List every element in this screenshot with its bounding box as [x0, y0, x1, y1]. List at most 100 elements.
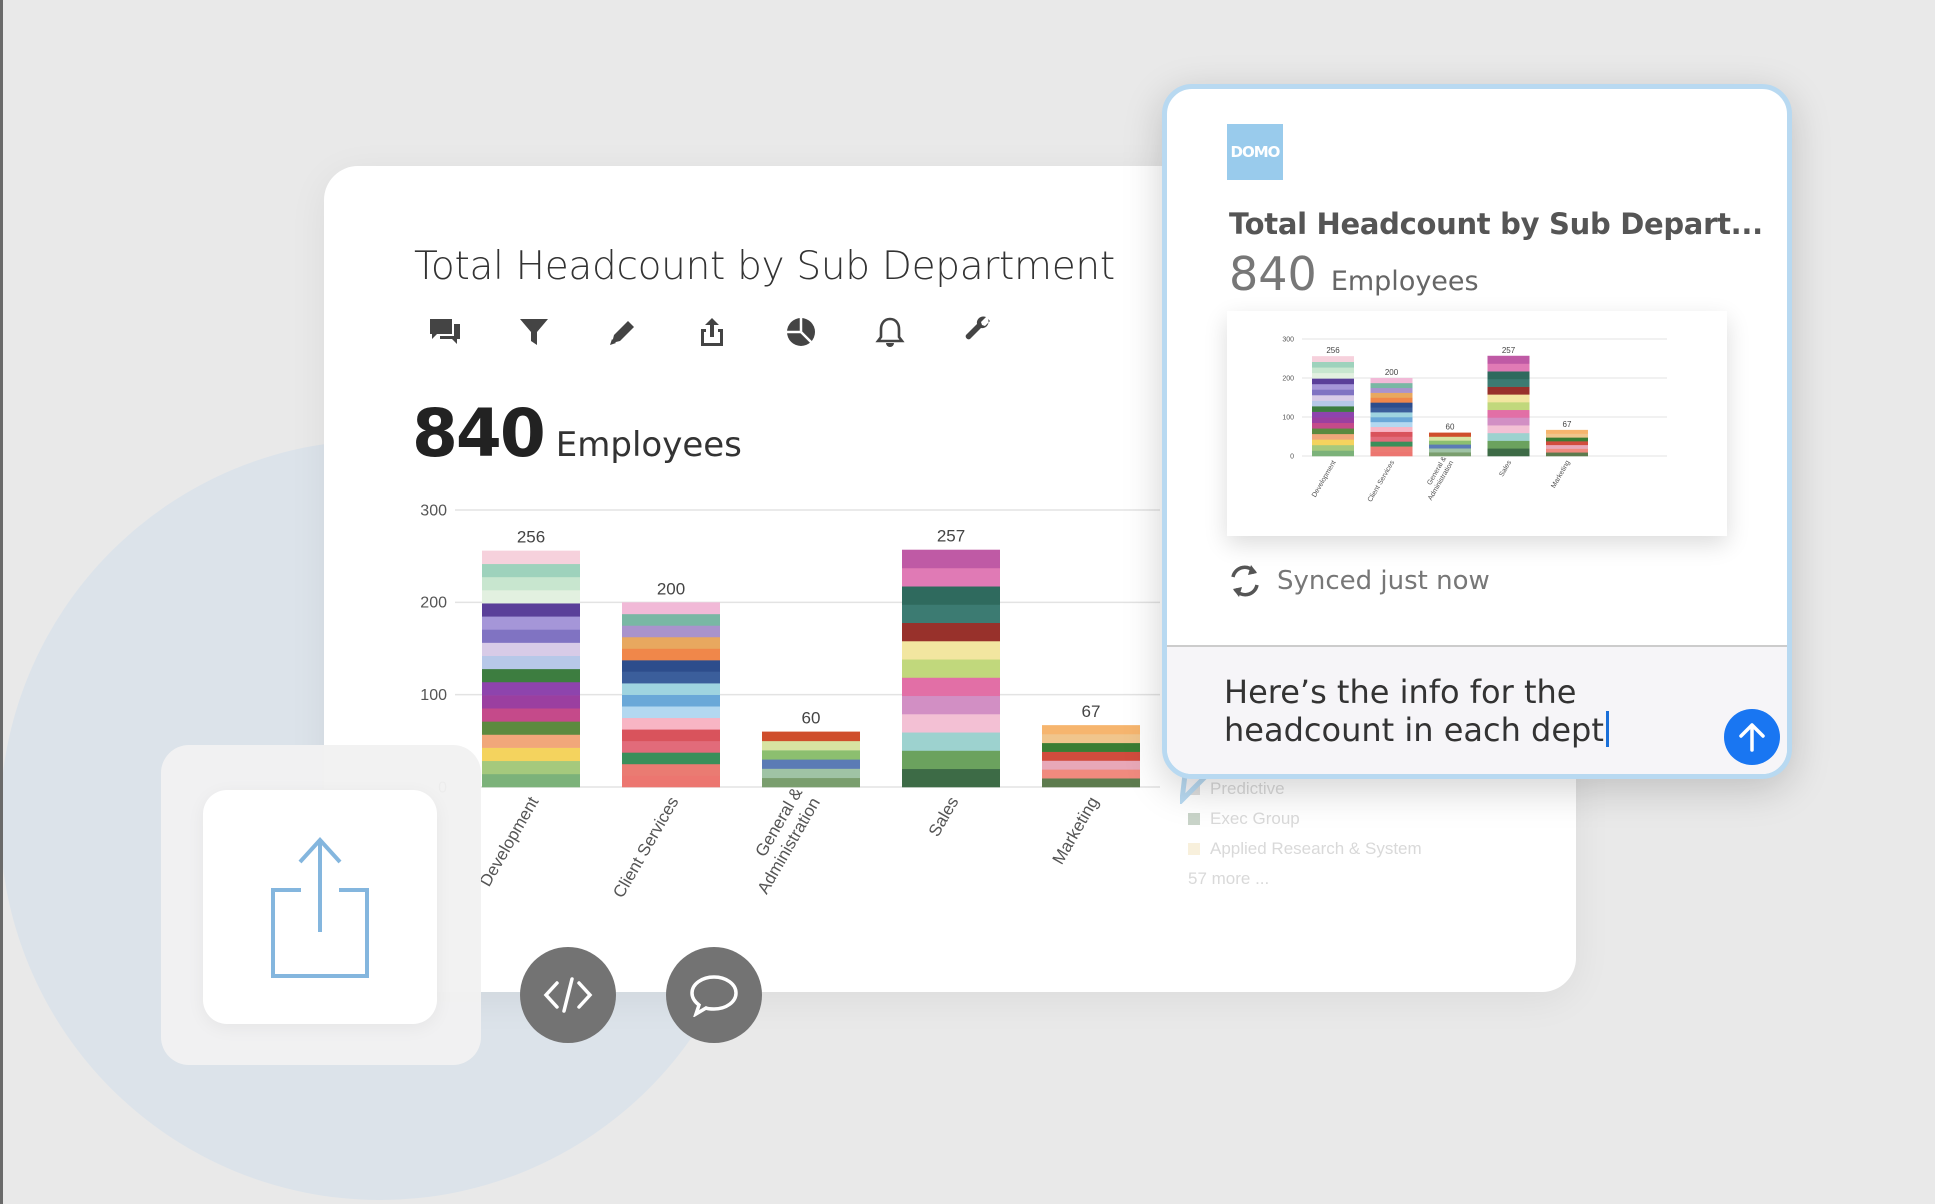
bar-segment [1312, 450, 1354, 457]
comment-icon[interactable] [426, 313, 464, 351]
bar-segment [482, 695, 580, 709]
x-tick-label: Development [1311, 459, 1338, 498]
x-tick-label: General &Administration [1420, 455, 1456, 501]
bar-value-label: 67 [1082, 702, 1101, 721]
bar-segment [1487, 355, 1530, 364]
bar-segment [1370, 446, 1413, 452]
bar-segment [1546, 444, 1588, 449]
bar-segment [1429, 432, 1471, 437]
share-large-icon [271, 837, 369, 978]
legend-item[interactable]: Applied Research & System [1188, 834, 1422, 864]
legend-label: Exec Group [1210, 809, 1300, 828]
bar-segment [482, 708, 580, 722]
bar-segment [482, 760, 580, 775]
x-tick-label: Marketing [1550, 459, 1571, 489]
bar-segment [1312, 400, 1354, 407]
bar-segment [482, 681, 580, 696]
bar-segment [1370, 431, 1413, 437]
bar-segment [1546, 437, 1588, 442]
share-tile[interactable] [203, 790, 437, 1024]
y-tick-label: 200 [420, 595, 447, 612]
bar-segment [1546, 452, 1588, 457]
legend-more-label: 57 more ... [1188, 869, 1270, 888]
bar-segment [902, 750, 1000, 770]
code-icon [543, 977, 593, 1013]
bar-segment [762, 759, 860, 769]
bar-segment [1312, 356, 1354, 363]
bar-segment [1487, 432, 1530, 441]
pie-chart-icon[interactable] [782, 313, 820, 351]
x-tick-label: Client Services [1367, 459, 1397, 503]
headcount-label: Employees [555, 425, 742, 465]
message-input[interactable]: Here’s the info for the headcount in eac… [1224, 673, 1694, 749]
filter-icon[interactable] [515, 313, 553, 351]
bar-segment [622, 694, 720, 707]
bar-segment [1312, 433, 1354, 440]
bar-value-label: 67 [1563, 420, 1572, 429]
bar-segment [1546, 429, 1588, 434]
chat-headcount-value: 840 [1229, 247, 1317, 301]
bar-segment [1312, 411, 1354, 418]
bar-segment [902, 640, 1000, 660]
legend-item[interactable]: Exec Group [1188, 804, 1422, 834]
bar-segment [762, 740, 860, 751]
bar-segment [1370, 421, 1413, 428]
bar-value-label: 60 [1446, 423, 1455, 432]
y-tick-label: 100 [1282, 414, 1294, 421]
bar-segment [1312, 439, 1354, 446]
bar-segment [622, 706, 720, 719]
arrow-up-icon [1739, 723, 1765, 752]
bar-segment [482, 668, 580, 683]
bar-segment [482, 642, 580, 656]
embed-code-button[interactable] [520, 947, 616, 1043]
sync-status-label: Synced just now [1277, 566, 1490, 596]
bell-icon[interactable] [871, 313, 909, 351]
bar-value-label: 200 [1385, 368, 1399, 377]
y-tick-label: 0 [1290, 453, 1294, 460]
wrench-icon[interactable] [960, 313, 998, 351]
bar-segment [1312, 367, 1354, 374]
share-icon[interactable] [693, 313, 731, 351]
message-composer[interactable]: Here’s the info for the headcount in eac… [1167, 645, 1787, 774]
bar-segment [1370, 426, 1413, 432]
bar-segment [1370, 441, 1413, 447]
bar-segment [902, 768, 1000, 788]
bar-segment [902, 695, 1000, 715]
bar-segment [1370, 397, 1413, 403]
bar-segment [622, 752, 720, 765]
bar-segment [902, 604, 1000, 624]
chat-button[interactable] [666, 947, 762, 1043]
bar-segment [1312, 444, 1354, 451]
bar-segment [1370, 412, 1413, 418]
bar-segment [1370, 387, 1413, 393]
bar-segment [1312, 417, 1354, 424]
bar-segment [482, 773, 580, 788]
pencil-icon[interactable] [604, 313, 642, 351]
chart-thumbnail[interactable]: 0 100 200 300 256 Development 200 Client Servic… [1227, 311, 1727, 536]
bar-segment [482, 550, 580, 565]
headcount-display: 840 Employees [412, 395, 742, 472]
bar-segment [1312, 428, 1354, 435]
bar-segment [622, 717, 720, 730]
bar-segment [1429, 444, 1471, 449]
send-button[interactable] [1724, 709, 1780, 765]
y-tick-label: 300 [420, 502, 447, 519]
bar-segment [622, 648, 720, 661]
bar-segment [1487, 363, 1530, 372]
bar-segment [622, 613, 720, 626]
bar-segment [482, 576, 580, 591]
legend-more[interactable]: 57 more ... [1188, 864, 1422, 894]
bar-segment [1487, 425, 1530, 434]
bar-segment [1042, 742, 1140, 752]
bar-segment [1312, 406, 1354, 412]
bar-segment [1370, 392, 1413, 398]
bar-segment [1487, 409, 1530, 418]
bar-segment [1487, 394, 1530, 403]
bar-segment [1429, 440, 1471, 445]
bar-segment [1487, 386, 1530, 395]
bar-segment [1312, 389, 1354, 396]
bar-segment [622, 625, 720, 638]
bar-segment [762, 768, 860, 779]
bar-value-label: 257 [1502, 346, 1516, 355]
